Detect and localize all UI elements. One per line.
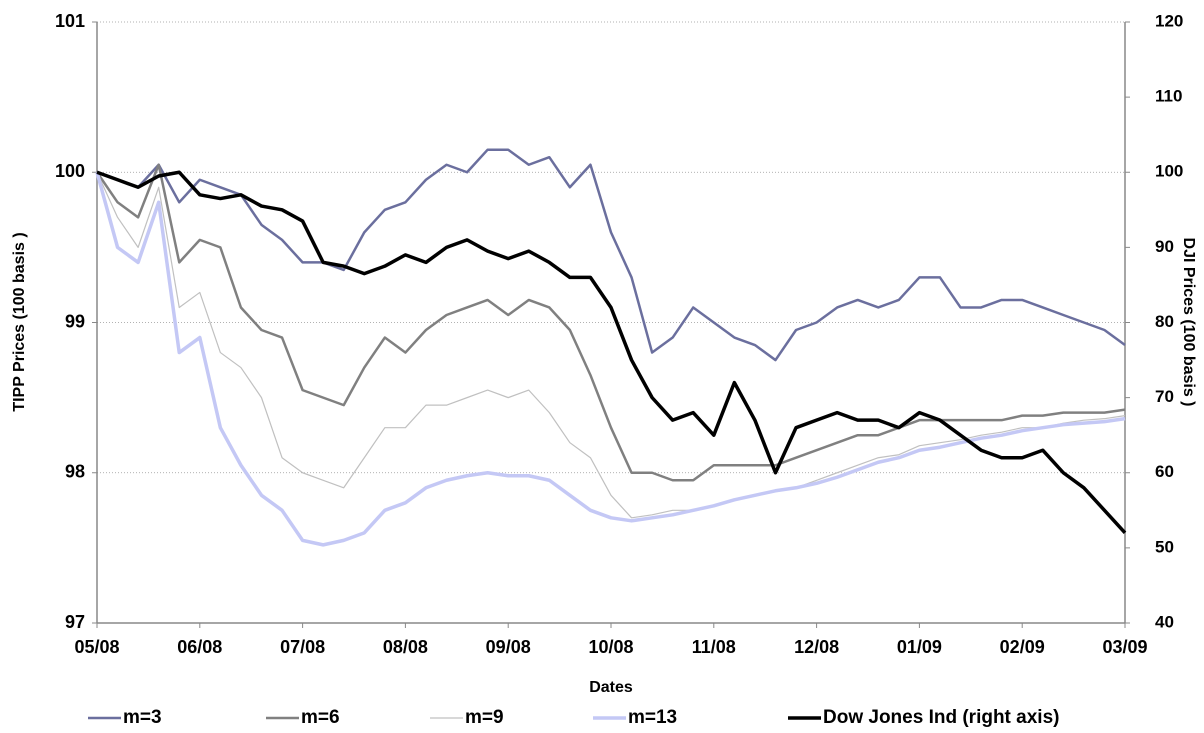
series-line [96,172,1126,519]
legend-label: m=3 [123,707,162,728]
x-tick-label: 01/09 [897,637,942,657]
series-line [96,170,1127,535]
x-tick-label: 05/08 [74,637,119,657]
y-tick-label: 101 [55,11,85,31]
x-tick-label: 11/08 [692,637,736,657]
y2-tick-label: 80 [1155,312,1174,331]
y2-tick-label: 100 [1155,162,1183,181]
series-line [95,163,1126,482]
x-tick-label: 09/08 [486,637,531,657]
x-tick-label: 06/08 [177,637,222,657]
y2-tick-label: 60 [1155,462,1174,481]
y-axis-title: TIPP Prices (100 basis ) [11,232,28,411]
legend-label: m=13 [628,707,677,728]
x-tick-label: 02/09 [1000,637,1045,657]
series-line [96,148,1126,362]
x-tick-label: 12/08 [794,637,839,657]
y-tick-label: 97 [65,612,85,632]
y2-axis-title: DJI Prices (100 basis ) [1180,238,1197,407]
y2-tick-label: 50 [1155,537,1174,556]
series-line [95,171,1126,547]
y2-tick-label: 110 [1155,87,1182,106]
legend-label: m=6 [301,707,340,728]
x-tick-label: 08/08 [383,637,428,657]
y-tick-label: 99 [65,311,85,331]
legend-label: Dow Jones Ind (right axis) [823,707,1059,728]
x-axis-title: Dates [589,679,633,696]
legend-label: m=9 [465,707,504,728]
y-tick-label: 98 [65,462,85,482]
x-tick-label: 03/09 [1102,637,1147,657]
y2-tick-label: 120 [1155,11,1183,30]
y2-tick-label: 40 [1155,612,1174,631]
x-tick-label: 10/08 [588,637,633,657]
y2-tick-label: 90 [1155,237,1174,256]
y2-tick-label: 70 [1155,387,1174,406]
y-tick-label: 100 [55,161,85,181]
x-tick-label: 07/08 [280,637,325,657]
